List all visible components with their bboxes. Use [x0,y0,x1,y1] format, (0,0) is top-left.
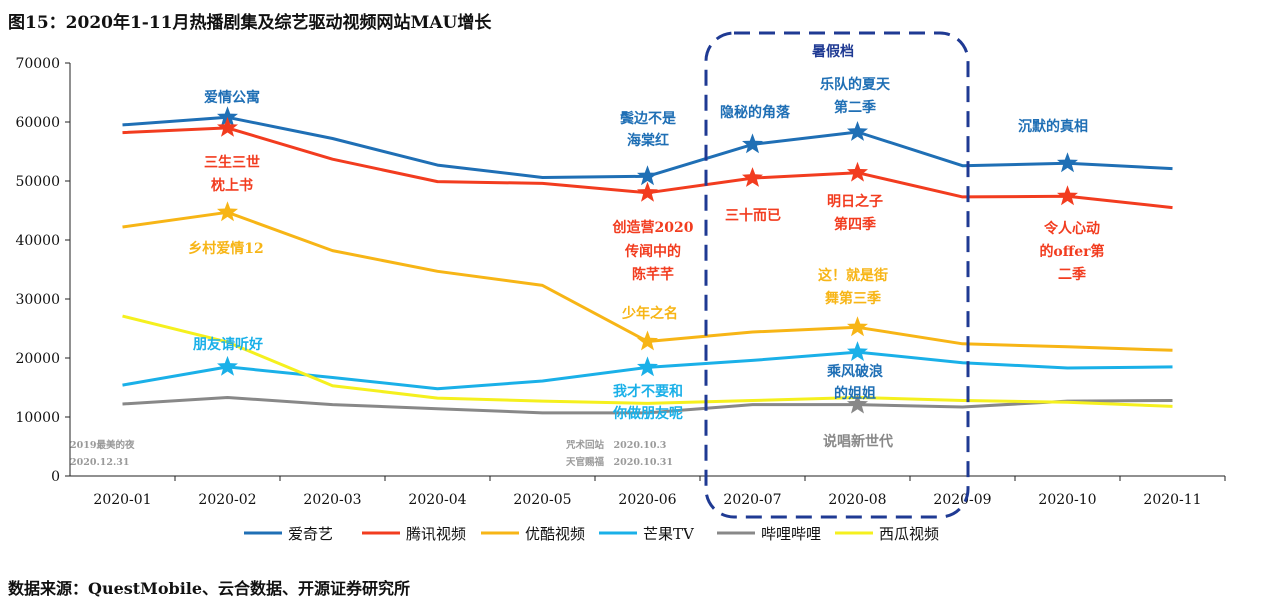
star-marker [637,165,658,186]
legend-label: 哔哩哔哩 [761,525,821,543]
star-marker [847,393,868,414]
annotation-label: 乐队的夏天 [820,76,891,93]
star-marker [637,330,658,351]
y-tick-label: 60000 [15,115,60,131]
star-marker [742,133,763,154]
annotation-label: 令人心动 [1043,220,1100,237]
x-tick-label: 2020-07 [723,492,781,508]
x-tick-label: 2020-10 [1038,492,1096,508]
y-tick-label: 10000 [15,410,60,426]
x-tick-label: 2020-01 [93,492,151,508]
star-marker [217,116,238,137]
annotation-label: 乡村爱情12 [188,240,263,257]
annotation-label: 第二季 [834,99,876,116]
annotation-label: 朋友请听好 [192,336,263,353]
summer-holiday-box [704,31,970,519]
annotation-label: 爱情公寓 [204,89,260,106]
annotation-label: 陈芊芊 [632,266,674,283]
star-marker [217,201,238,222]
annotation-label: 我才不要和 [613,383,683,400]
x-tick-label: 2020-08 [828,492,886,508]
legend-label: 芒果TV [643,525,695,543]
star-marker [847,121,868,141]
x-tick-label: 2020-04 [408,492,466,508]
y-tick-label: 70000 [15,56,60,72]
star-marker [637,181,658,202]
annotation-label: 的offer第 [1039,243,1104,260]
y-tick-label: 0 [51,469,60,485]
x-tick-label: 2020-02 [198,492,256,508]
star-marker [217,106,238,127]
note-label: 2019最美的夜 [70,439,135,451]
annotation-label: 隐秘的角落 [720,104,791,121]
annotation-label: 鬓边不是 [620,110,677,127]
annotation-label: 这！就是街 [818,267,888,284]
figure-source: 数据来源：QuestMobile、云合数据、开源证券研究所 [8,579,411,598]
figure-title: 图15：2020年1-11月热播剧集及综艺驱动视频网站MAU增长 [8,13,492,33]
annotation-label: 的姐姐 [834,385,876,402]
star-marker [217,355,238,376]
annotation-label: 二季 [1058,266,1086,283]
star-marker [847,316,868,337]
legend-label: 西瓜视频 [879,525,939,543]
note-label: 2020.12.31 [70,457,130,468]
annotation-label: 舞第三季 [825,290,881,307]
annotation-label: 暑假档 [812,43,854,60]
star-marker [1057,152,1078,173]
annotation-label: 明日之子 [827,193,883,210]
legend-label: 爱奇艺 [288,525,333,543]
y-tick-label: 40000 [15,233,60,249]
annotation-label: 三十而已 [725,207,781,224]
annotation-label: 说唱新世代 [823,433,893,450]
x-tick-label: 2020-05 [513,492,571,508]
annotation-label: 乘风破浪 [826,363,883,380]
y-tick-label: 20000 [15,351,60,367]
star-marker [742,167,763,187]
x-tick-label: 2020-11 [1143,492,1201,508]
star-marker [637,356,658,377]
annotation-label: 少年之名 [621,305,678,322]
series-line-5 [122,314,1173,408]
annotation-label: 传闻中的 [624,243,681,260]
legend-label: 腾讯视频 [406,525,466,543]
star-marker [847,341,868,361]
annotation-label: 枕上书 [211,177,253,194]
annotation-label: 沉默的真相 [1018,118,1088,135]
annotation-label: 你做朋友呢 [612,405,683,422]
annotation-label: 海棠红 [627,132,669,149]
annotation-label: 第四季 [834,216,876,233]
x-tick-label: 2020-03 [303,492,361,508]
annotation-label: 三生三世 [204,154,260,171]
legend-label: 优酷视频 [525,525,585,543]
note-label: 天官赐福 2020.10.31 [566,456,673,468]
annotation-label: 创造营2020 [612,219,694,236]
y-tick-label: 30000 [15,292,60,308]
x-tick-label: 2020-09 [933,492,991,508]
y-tick-label: 50000 [15,174,60,190]
star-marker [1057,185,1078,206]
series-line-4 [122,396,1173,415]
star-marker [847,161,868,182]
x-tick-label: 2020-06 [618,492,676,508]
note-label: 咒术回站 2020.10.3 [566,439,666,451]
